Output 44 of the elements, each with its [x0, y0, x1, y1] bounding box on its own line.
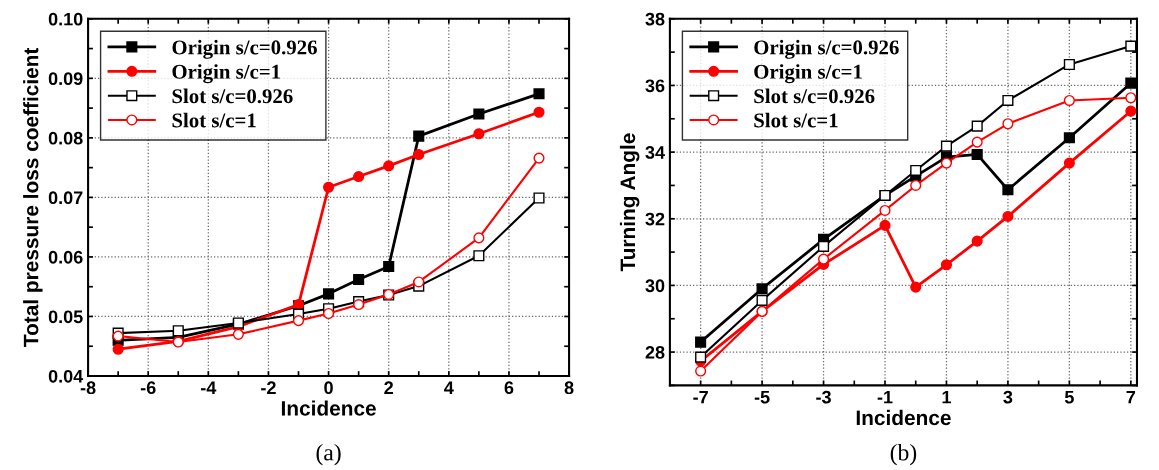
x-tick-label: 3 — [1003, 390, 1013, 404]
text: (b) — [890, 443, 917, 466]
y-tick-label: 36 — [645, 79, 665, 93]
x-axis-title: Incidence — [856, 409, 951, 426]
y-tick-label: 34 — [645, 146, 665, 159]
x-tick-label: -5 — [754, 390, 770, 404]
y-tick-label: 0.07 — [48, 191, 83, 205]
x-tick-label: 0 — [324, 381, 333, 395]
y-tick-label: 30 — [645, 279, 665, 293]
y-tick-label: 38 — [645, 12, 665, 26]
y-tick-label: 0.08 — [48, 131, 83, 145]
legend-label: Origin s/c=0.926 — [754, 39, 899, 59]
legend-label: Slot s/c=0.926 — [754, 88, 875, 104]
x-tick-label: 8 — [564, 381, 574, 395]
x-tick-label: 7 — [1126, 390, 1136, 404]
x-tick-label: -3 — [816, 390, 831, 404]
x-tick-label: -7 — [693, 390, 708, 404]
legend-label: Slot s/c=1 — [754, 112, 838, 128]
x-tick-label: -4 — [201, 381, 217, 394]
x-tick-label: 4 — [444, 381, 454, 394]
x-tick-label: 6 — [504, 381, 514, 395]
text: (a) — [316, 443, 341, 466]
legend-label: Slot s/c=0.926 — [172, 88, 293, 104]
x-axis-title: Incidence — [281, 400, 376, 416]
x-tick-label: -6 — [140, 381, 156, 395]
y-tick-label: 0.05 — [48, 310, 83, 324]
x-tick-label: 1 — [942, 390, 951, 404]
y-tick-label: 0.09 — [48, 72, 83, 86]
x-tick-label: -8 — [80, 381, 96, 395]
legend-label: Origin s/c=1 — [172, 64, 281, 84]
y-axis-title: Turning Angle — [619, 133, 640, 272]
legend-label: Slot s/c=1 — [172, 112, 256, 128]
x-tick-label: 2 — [384, 381, 393, 394]
y-tick-label: 28 — [645, 346, 665, 359]
y-tick-label: 0.06 — [48, 250, 83, 264]
x-tick-label: -1 — [877, 390, 893, 404]
legend-label: Origin s/c=1 — [754, 64, 862, 84]
y-tick-label: 0.10 — [48, 12, 83, 26]
y-tick-label: 0.04 — [48, 369, 84, 383]
x-tick-label: 5 — [1064, 390, 1074, 404]
x-tick-label: -2 — [261, 381, 276, 394]
legend-label: Origin s/c=0.926 — [172, 39, 317, 59]
y-axis-title: Total pressure loss coefficient — [23, 47, 43, 347]
y-tick-label: 32 — [645, 212, 665, 226]
